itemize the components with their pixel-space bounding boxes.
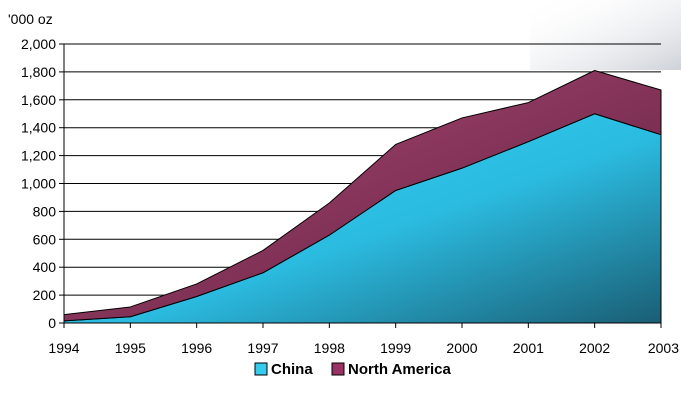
x-tick-label-2: 1996 bbox=[181, 340, 212, 356]
y-tick-label-7: 1,400 bbox=[21, 120, 56, 136]
x-tick-label-1: 1995 bbox=[115, 340, 146, 356]
x-tick-label-8: 2002 bbox=[579, 340, 610, 356]
y-tick-label-5: 1,000 bbox=[21, 176, 56, 192]
legend-swatch-0 bbox=[254, 362, 268, 376]
x-tick-label-5: 1999 bbox=[380, 340, 411, 356]
x-axis-ticks: 1994 1995 1996 1997 1998 1999 2000 2001 2002 2003 bbox=[48, 323, 679, 356]
legend-label-1: North America bbox=[348, 361, 451, 378]
area-china bbox=[63, 113, 662, 324]
legend: China North America bbox=[254, 361, 451, 378]
y-tick-label-9: 1,800 bbox=[21, 64, 56, 80]
x-tick-label-6: 2000 bbox=[446, 340, 477, 356]
y-tick-label-1: 200 bbox=[33, 287, 57, 303]
legend-label-0: China bbox=[271, 361, 313, 378]
unit-label: '000 oz bbox=[8, 11, 53, 27]
y-tick-label-0: 0 bbox=[48, 315, 56, 331]
y-tick-label-2: 400 bbox=[33, 259, 57, 275]
x-tick-label-0: 1994 bbox=[48, 340, 79, 356]
y-tick-label-6: 1,200 bbox=[21, 148, 56, 164]
area-layer bbox=[63, 70, 662, 324]
x-tick-label-4: 1998 bbox=[314, 340, 345, 356]
legend-swatch-1 bbox=[331, 362, 345, 376]
background-shade bbox=[530, 0, 681, 70]
x-tick-label-9: 2003 bbox=[648, 340, 679, 356]
y-axis-ticks: 0 200 400 600 800 1,000 1,200 1,400 1,600 1,800 2,… bbox=[21, 36, 64, 331]
x-tick-label-3: 1997 bbox=[247, 340, 278, 356]
area-north-america bbox=[63, 70, 662, 322]
y-tick-label-8: 1,600 bbox=[21, 92, 56, 108]
y-tick-label-4: 800 bbox=[33, 203, 57, 219]
x-tick-label-7: 2001 bbox=[513, 340, 544, 356]
y-tick-label-3: 600 bbox=[33, 231, 57, 247]
y-tick-label-10: 2,000 bbox=[21, 36, 56, 52]
